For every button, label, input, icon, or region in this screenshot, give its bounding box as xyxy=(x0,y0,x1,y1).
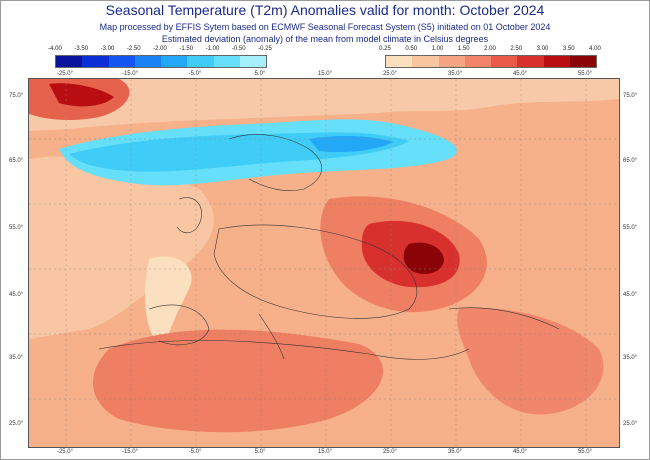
cold-core-scandinavia xyxy=(309,135,394,153)
longitude-label: -25.0° xyxy=(56,71,74,77)
longitude-label: 5.0° xyxy=(254,449,266,455)
longitude-label: 45.0° xyxy=(512,449,528,455)
longitude-label: 15.0° xyxy=(317,449,333,455)
cold-scale-swatch-1 xyxy=(82,56,109,67)
longitude-label: -5.0° xyxy=(188,449,202,455)
cold-scale-swatch-6 xyxy=(213,56,240,67)
longitude-label: 35.0° xyxy=(447,71,463,77)
longitude-label: -5.0° xyxy=(188,71,202,77)
cold-scale-swatch-3 xyxy=(134,56,161,67)
anomaly-map xyxy=(28,78,620,448)
coast-british-isles xyxy=(176,197,202,234)
latitude-label: 65.0° xyxy=(9,158,24,164)
latitude-label: 55.0° xyxy=(9,225,24,231)
warm-scale-label-8: 4.00 xyxy=(589,46,601,52)
warm-scale-swatch-4 xyxy=(491,56,518,67)
latitude-label: 55.0° xyxy=(623,225,638,231)
coastlines xyxy=(98,134,560,360)
graticule xyxy=(29,79,619,447)
warm-scale-label-2: 1.00 xyxy=(431,46,444,52)
hot-core xyxy=(403,242,444,274)
latitude-label: 45.0° xyxy=(9,292,24,298)
latitude-label: 65.0° xyxy=(623,158,638,164)
longitude-label: -15.0° xyxy=(121,449,139,455)
latitude-label: 75.0° xyxy=(623,93,638,99)
warm-scale-swatch-5 xyxy=(517,56,544,67)
longitude-label: 55.0° xyxy=(577,71,593,77)
warm-scale-label-0: 0.25 xyxy=(379,46,391,52)
cold-scale-label-1: -3.50 xyxy=(74,46,89,52)
latitude-label: 35.0° xyxy=(623,355,638,361)
longitude-label: -15.0° xyxy=(121,71,139,77)
warm-scale-label-7: 3.50 xyxy=(562,46,575,52)
cold-scale-label-7: -0.50 xyxy=(231,46,246,52)
warm-scale-swatch-1 xyxy=(412,56,439,67)
latitude-label: 25.0° xyxy=(623,421,638,427)
coast-iberia xyxy=(148,304,210,345)
map-subtitle-units: Estimated deviation (anomaly) of the mea… xyxy=(161,34,489,44)
cold-scale-swatch-7 xyxy=(239,56,266,67)
warm-scale-swatch-7 xyxy=(569,56,596,67)
cold-scale-swatch-2 xyxy=(108,56,135,67)
north-africa-warm xyxy=(92,329,384,433)
warm-anomaly-colorbar xyxy=(385,55,597,68)
warm-scale-label-3: 1.50 xyxy=(457,46,470,52)
cold-scale-label-3: -2.50 xyxy=(126,46,141,52)
longitude-label: -25.0° xyxy=(56,449,74,455)
longitude-label: 15.0° xyxy=(317,71,333,77)
cold-scale-label-8: -0.25 xyxy=(258,46,272,52)
map-subtitle-processing: Map processed by EFFIS Sytem based on EC… xyxy=(99,22,551,32)
coast-italy xyxy=(258,313,285,360)
longitude-label: 35.0° xyxy=(447,449,463,455)
anomaly-map-canvas xyxy=(29,79,619,447)
pale-area-biscay xyxy=(144,256,192,349)
cold-scale-label-6: -1.00 xyxy=(205,46,220,52)
light-warm-atlantic xyxy=(29,156,214,339)
cold-scale-label-5: -1.50 xyxy=(179,46,194,52)
warm-scale-swatch-3 xyxy=(464,56,491,67)
coast-north-africa xyxy=(98,340,470,360)
longitude-label: 25.0° xyxy=(382,449,398,455)
cold-scale-label-0: -4.00 xyxy=(48,46,62,52)
coast-scandinavia xyxy=(228,134,322,191)
arctic-warm-strip xyxy=(29,79,619,131)
coast-black-sea xyxy=(448,307,560,330)
warm-scale-label-5: 2.50 xyxy=(510,46,523,52)
coast-central-europe xyxy=(213,224,418,319)
cold-anomaly-colorbar xyxy=(55,55,267,68)
longitude-label: 5.0° xyxy=(254,71,266,77)
warm-scale-swatch-2 xyxy=(438,56,465,67)
longitude-label: 45.0° xyxy=(512,71,528,77)
warm-scale-label-6: 3.00 xyxy=(536,46,549,52)
latitude-label: 35.0° xyxy=(9,355,24,361)
cold-scale-swatch-0 xyxy=(56,56,83,67)
warm-scale-label-4: 2.00 xyxy=(484,46,496,52)
map-title: Seasonal Temperature (T2m) Anomalies val… xyxy=(105,2,545,18)
cold-scale-swatch-5 xyxy=(187,56,214,67)
latitude-label: 25.0° xyxy=(9,421,24,427)
cold-scale-swatch-4 xyxy=(161,56,188,67)
latitude-label: 45.0° xyxy=(623,292,638,298)
warm-scale-swatch-0 xyxy=(386,56,413,67)
greenland-hot-core xyxy=(49,83,114,107)
middle-east-warm xyxy=(457,308,604,415)
longitude-label: 55.0° xyxy=(577,449,593,455)
longitude-label: 25.0° xyxy=(382,71,398,77)
latitude-label: 75.0° xyxy=(9,93,24,99)
cold-scale-label-4: -2.00 xyxy=(153,46,167,52)
warm-scale-label-1: 0.50 xyxy=(405,46,418,52)
warm-scale-swatch-6 xyxy=(543,56,570,67)
cold-scale-label-2: -3.00 xyxy=(100,46,115,52)
